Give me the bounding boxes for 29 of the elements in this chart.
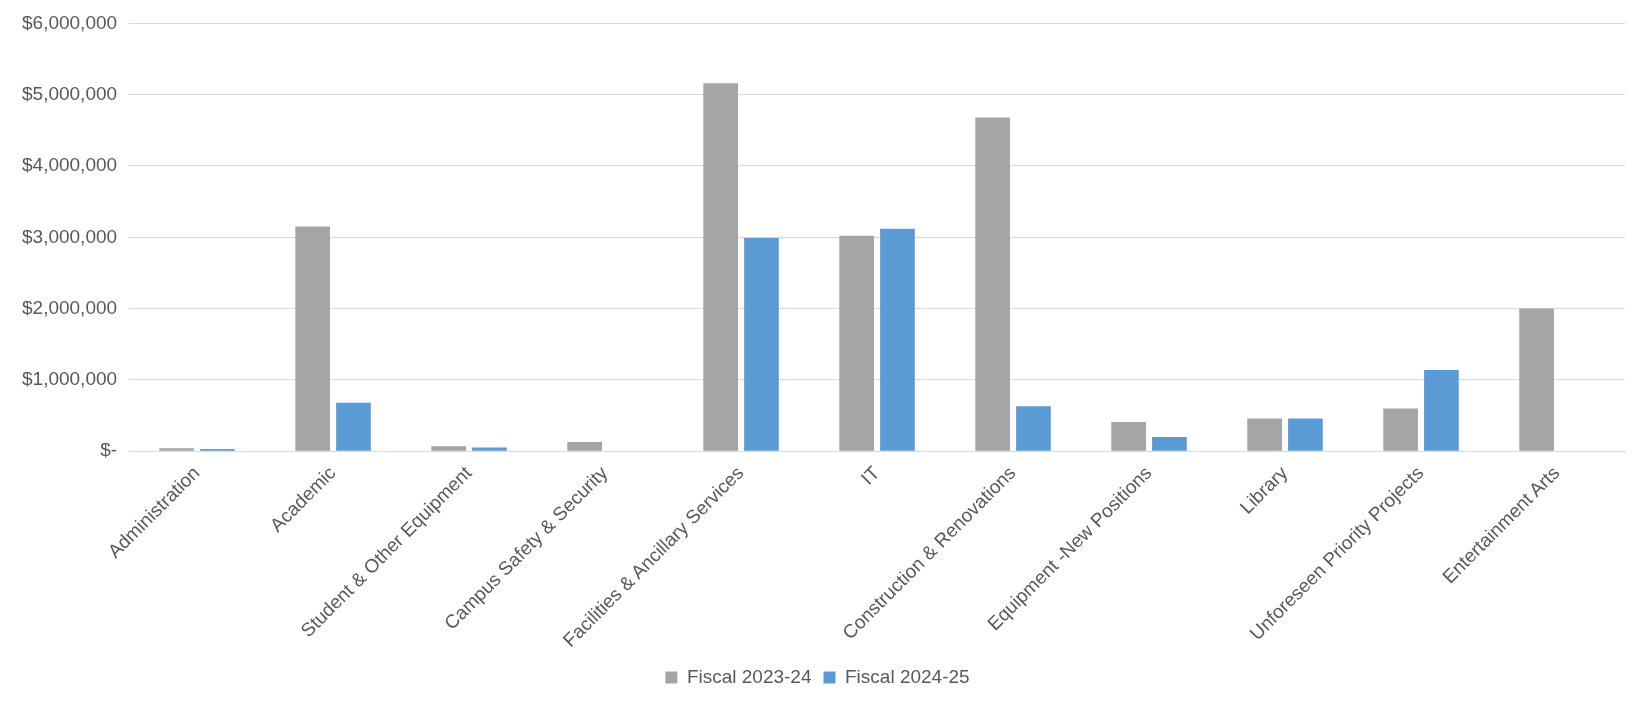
bar — [744, 238, 779, 451]
y-tick-label: $1,000,000 — [22, 368, 118, 390]
bar — [159, 448, 195, 451]
bar — [295, 226, 331, 451]
bar — [567, 441, 602, 451]
bar — [880, 228, 915, 451]
bar — [975, 117, 1010, 451]
y-tick-label: $5,000,000 — [22, 82, 118, 104]
bar — [472, 447, 507, 451]
bar — [1288, 418, 1323, 451]
y-tick-label: $4,000,000 — [22, 154, 118, 176]
legend-label: Fiscal 2023-24 — [686, 665, 812, 687]
legend-label: Fiscal 2024-25 — [845, 665, 970, 687]
y-tick-label: $6,000,000 — [22, 11, 118, 33]
y-tick-label: $2,000,000 — [22, 296, 118, 318]
y-tick-label: $3,000,000 — [22, 225, 118, 247]
bar — [336, 402, 371, 451]
bar — [1247, 418, 1282, 451]
bar — [1111, 421, 1146, 451]
bar — [1424, 369, 1459, 451]
bar — [839, 235, 874, 451]
bar — [1152, 436, 1187, 451]
bar — [1383, 408, 1418, 451]
bar — [1519, 308, 1554, 451]
bar — [703, 83, 738, 451]
bar — [1016, 406, 1051, 451]
y-tick-label: $- — [100, 439, 118, 461]
bar — [431, 446, 467, 451]
x-tick-label: IT — [856, 461, 884, 489]
